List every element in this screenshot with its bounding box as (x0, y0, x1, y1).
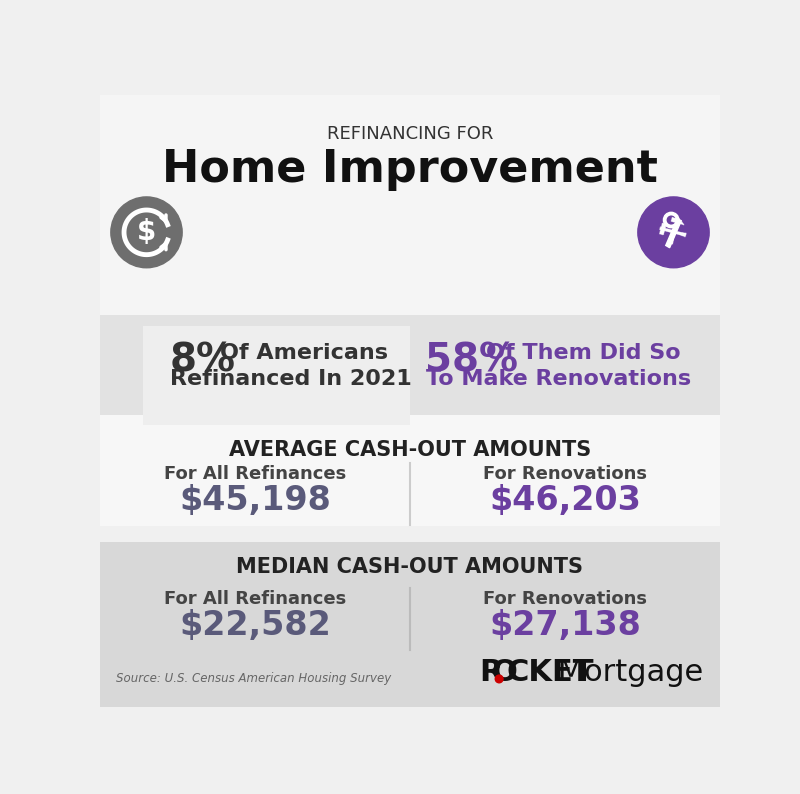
Text: AVERAGE CASH-OUT AMOUNTS: AVERAGE CASH-OUT AMOUNTS (229, 440, 591, 461)
Circle shape (638, 197, 709, 268)
Text: Of Americans: Of Americans (220, 343, 388, 363)
Text: For Renovations: For Renovations (483, 464, 647, 483)
Text: Refinanced In 2021: Refinanced In 2021 (170, 368, 411, 388)
Polygon shape (666, 218, 682, 248)
Text: CKET: CKET (506, 657, 594, 687)
Circle shape (667, 216, 675, 224)
FancyBboxPatch shape (100, 95, 720, 341)
Text: $22,582: $22,582 (179, 609, 331, 642)
FancyBboxPatch shape (100, 542, 720, 707)
Text: REFINANCING FOR: REFINANCING FOR (327, 125, 493, 143)
Text: 58%: 58% (426, 341, 518, 380)
Circle shape (111, 197, 182, 268)
Text: R: R (480, 657, 503, 687)
Text: $45,198: $45,198 (179, 484, 331, 517)
Text: ⚒: ⚒ (652, 210, 694, 254)
Text: For All Refinances: For All Refinances (164, 464, 346, 483)
Circle shape (663, 212, 679, 228)
Text: Of Them Did So: Of Them Did So (486, 343, 681, 363)
FancyBboxPatch shape (142, 326, 410, 425)
Text: O: O (491, 657, 518, 687)
Text: $27,138: $27,138 (489, 609, 641, 642)
Text: 8%: 8% (170, 341, 236, 380)
Text: Source: U.S. Census American Housing Survey: Source: U.S. Census American Housing Sur… (115, 672, 390, 685)
Text: For All Refinances: For All Refinances (164, 590, 346, 607)
Text: $: $ (137, 218, 156, 246)
FancyBboxPatch shape (100, 314, 720, 426)
Text: Mortgage: Mortgage (548, 657, 703, 687)
FancyBboxPatch shape (100, 526, 720, 542)
FancyBboxPatch shape (100, 414, 720, 530)
Text: To Make Renovations: To Make Renovations (426, 368, 690, 388)
Circle shape (495, 675, 503, 683)
Text: Home Improvement: Home Improvement (162, 148, 658, 191)
Text: For Renovations: For Renovations (483, 590, 647, 607)
Text: MEDIAN CASH-OUT AMOUNTS: MEDIAN CASH-OUT AMOUNTS (237, 557, 583, 577)
Text: $46,203: $46,203 (489, 484, 641, 517)
